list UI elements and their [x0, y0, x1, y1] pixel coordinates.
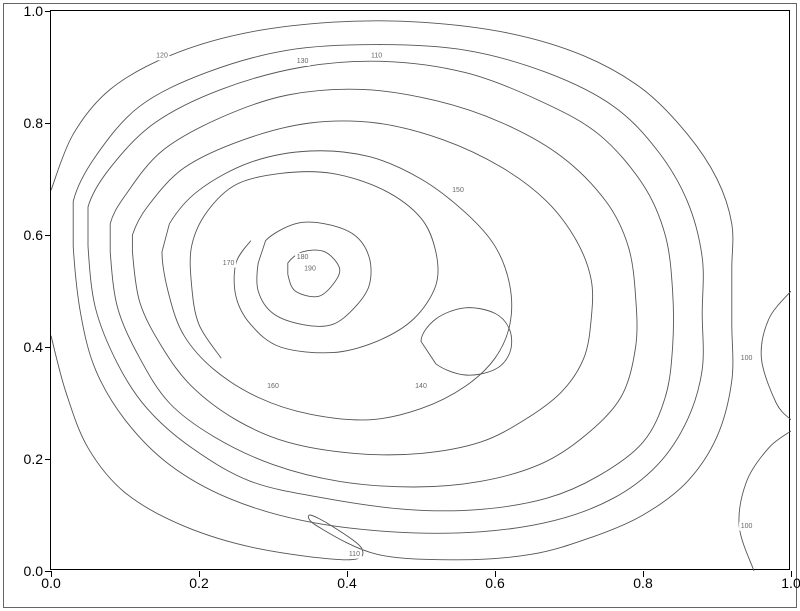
contour-label: 110: [371, 53, 382, 60]
contour-plot: { "chart": { "type": "contour", "width_p…: [0, 0, 800, 611]
contour-label: 120: [156, 53, 168, 60]
contour-line: [132, 121, 592, 455]
contour-label: 100: [741, 355, 753, 362]
contour-line: [257, 222, 371, 326]
contour-line: [761, 291, 791, 420]
contour-line: [51, 21, 733, 560]
x-tick-label: 0.6: [485, 569, 504, 591]
x-tick-label: 0.2: [189, 569, 208, 591]
contour-label: 190: [304, 265, 316, 272]
x-tick-label: 1.0: [781, 569, 800, 591]
contour-line: [739, 431, 791, 571]
contour-label: 140: [415, 383, 427, 390]
y-tick-label: 0.2: [24, 451, 51, 467]
y-tick-label: 0.6: [24, 227, 51, 243]
contour-label: 110: [349, 551, 360, 558]
x-tick-label: 0.8: [633, 569, 652, 591]
plot-area: 100100110110120130140150160170180190 0.0…: [50, 10, 790, 570]
contour-label: 170: [223, 260, 235, 267]
contour-line: [110, 89, 637, 487]
y-tick-label: 1.0: [24, 3, 51, 19]
y-tick-label: 0.4: [24, 339, 51, 355]
y-tick-label: 0.0: [24, 563, 51, 579]
contour-label: 100: [741, 523, 753, 530]
contour-label: 160: [267, 383, 279, 390]
contour-label: 130: [297, 58, 309, 65]
contour-svg: 100 100 110 110 120 130 140 150 160 170 180 190: [51, 11, 791, 571]
y-tick-label: 0.8: [24, 115, 51, 131]
contour-line: [88, 61, 674, 511]
contour-line: [421, 308, 512, 376]
x-tick-label: 0.4: [337, 569, 356, 591]
contour-label: 180: [297, 254, 309, 261]
contour-label: 150: [452, 187, 464, 194]
